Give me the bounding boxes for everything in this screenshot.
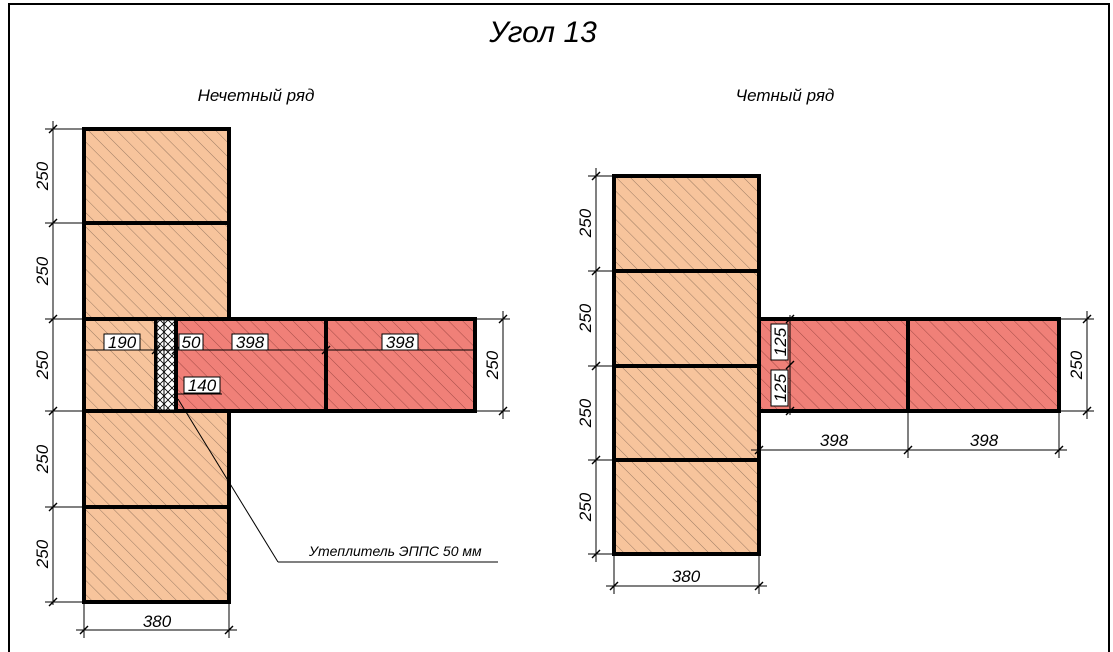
- odd-label-box-398a: [231, 333, 269, 351]
- odd-wall-block-5: [82, 505, 231, 604]
- odd-label-box-190: [103, 333, 141, 351]
- odd-row-drawing: Нечетный ряд 250 250 250 250 250: [33, 86, 510, 638]
- even-wall-block-3: [612, 364, 761, 462]
- odd-right-dim: [475, 311, 510, 419]
- odd-dim-398a: 398: [236, 333, 265, 352]
- odd-left-dim-ticks: [45, 124, 84, 607]
- even-dim-125a: 125: [771, 327, 790, 356]
- odd-dim-398b: 398: [386, 333, 415, 352]
- even-dim-398b: 398: [970, 431, 999, 450]
- odd-wall-block-4: [82, 409, 231, 509]
- even-left-dim-ticks: [588, 171, 614, 559]
- even-right-dim: [1059, 311, 1094, 419]
- even-dim-width: 380: [672, 567, 701, 586]
- odd-insulation-note: Утеплитель ЭППС 50 мм: [308, 543, 482, 559]
- even-dim-h1: 250: [576, 208, 595, 238]
- odd-dim-width: 380: [143, 612, 172, 631]
- odd-dim-140: 140: [188, 376, 217, 395]
- even-wall-block-2: [612, 269, 761, 368]
- odd-dim-190: 190: [108, 333, 137, 352]
- odd-dim-right250: 250: [483, 350, 502, 380]
- odd-row-label: Нечетный ряд: [198, 86, 315, 105]
- even-dim-h3: 250: [576, 398, 595, 428]
- even-wall-block-1: [612, 174, 761, 273]
- even-wall-block-4: [612, 458, 761, 556]
- odd-dim-h5: 250: [33, 539, 52, 569]
- even-partition-block-2: [906, 317, 1061, 413]
- odd-dim-h4: 250: [33, 444, 52, 474]
- odd-dim-50: 50: [182, 333, 201, 352]
- even-dim-125b: 125: [771, 373, 790, 402]
- odd-dim-h1: 250: [33, 161, 52, 191]
- odd-wall-block-2: [82, 221, 231, 321]
- even-partition-bottom-dim: [751, 411, 1067, 458]
- sheet-frame: [8, 3, 1110, 652]
- even-label-box-125a: [770, 323, 789, 361]
- sheet-title: Угол 13: [488, 16, 597, 49]
- even-row-label: Четный ряд: [736, 86, 835, 105]
- even-label-box-125b: [770, 369, 789, 407]
- even-bottom-dim: [606, 554, 767, 594]
- even-dim-h4: 250: [576, 492, 595, 522]
- odd-insulation-leader: [177, 398, 279, 563]
- odd-insulation-strip: [154, 317, 178, 413]
- odd-bottom-dim: [76, 602, 237, 638]
- even-dim-398a: 398: [820, 431, 849, 450]
- odd-dim-h3: 250: [33, 350, 52, 380]
- even-dim-h2: 250: [576, 303, 595, 333]
- odd-label-box-50: [178, 333, 204, 351]
- even-125-dim-ticks: [785, 314, 795, 416]
- odd-label-box-140: [183, 376, 221, 394]
- even-dim-right250: 250: [1067, 350, 1086, 380]
- even-row-drawing: Четный ряд 250 250 250 250 380: [576, 86, 1094, 594]
- odd-dim-h2: 250: [33, 256, 52, 286]
- odd-label-box-398b: [381, 333, 419, 351]
- odd-wall-block-1: [82, 127, 231, 225]
